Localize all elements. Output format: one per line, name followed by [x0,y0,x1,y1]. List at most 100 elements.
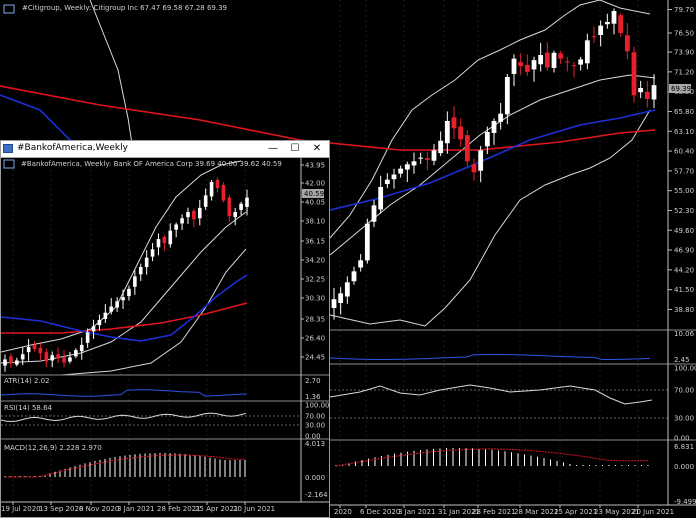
candle-body [438,140,444,154]
candle-body [551,52,557,68]
rsi-title: RSI(14) 58.64 [4,404,53,412]
date-label: 28 Feb 2021 [472,508,516,516]
candle-body [431,150,437,161]
candle-body [245,197,249,207]
candle-body [91,326,96,332]
candle-body [544,52,550,68]
candle-body [3,359,7,366]
candle-body [331,299,337,308]
bankofamerica-window[interactable]: #BankofAmerica,Weekly — ☐ ✕ 43.95 42.00 40… [0,140,330,518]
price-label: 30.30 [305,295,325,303]
candle-body [344,282,350,297]
price-label: 65.80 [674,108,694,116]
candle-body [32,344,37,350]
candle-body [150,249,155,257]
window-titlebar[interactable]: #BankofAmerica,Weekly — ☐ ✕ [1,141,329,158]
candle-body [15,360,19,365]
candle-body [338,293,344,303]
candle-body [531,60,537,70]
candle-body [418,157,424,159]
candle-body [174,224,178,230]
date-label: 2020 [334,508,352,516]
candle-body [464,135,470,162]
macd-label: 6.831 [674,443,694,451]
atr-title: ATR(14) 2.02 [4,377,50,385]
price-label: 42.00 [305,180,325,188]
band-lower [1,248,247,376]
atr-line [329,354,651,360]
candle-body [68,357,72,362]
atr-label: 2.45 [674,356,690,364]
candle-body [85,332,90,343]
candle-body [127,288,131,297]
candle-body [203,195,208,207]
rsi-label: 100.00 [305,402,329,410]
candle-body [478,150,484,171]
price-label: 28.35 [305,316,325,324]
macd-signal-line [5,454,245,478]
candle-body [227,197,232,217]
date-label: 3 Jan 2021 [398,508,436,516]
price-label: 76.50 [674,30,694,38]
price-label: 55.00 [674,187,694,195]
price-label: 60.40 [674,148,694,156]
rsi-label: 30.00 [674,415,694,423]
candle-body [458,126,464,140]
candle-body [584,40,590,64]
price-label: 79.70 [674,6,694,14]
macd-title: MACD(12,26,9) 2.228 2.970 [4,444,102,452]
candle-body [411,161,417,166]
rsi-line [329,384,653,405]
candle-body [484,132,490,147]
date-label: 20 Jun 2021 [632,508,674,516]
candle-body [371,205,377,222]
price-tag: 69.39 [671,85,691,93]
price-label: 44.20 [674,266,694,274]
candle-body [524,65,530,72]
macd-label: -2.164 [305,491,328,499]
price-label: 52.30 [674,207,694,215]
price-label: 36.15 [305,238,325,246]
rsi-label: 100.00 [674,365,696,373]
candle-body [471,164,477,173]
candle-body [138,267,143,275]
candle-body [451,117,457,129]
macd-label: -9.499 [674,498,696,506]
price-label: 57.70 [674,167,694,175]
candle-body [638,88,644,93]
price-tag-bg [302,189,324,198]
candle-body [239,203,243,210]
date-label: 8 Nov 2020 [79,505,119,513]
atr-label: 10.06 [674,330,695,338]
price-label: 73.90 [674,49,694,57]
candle-body [511,58,517,74]
minimize-button[interactable]: — [268,143,278,154]
candle-body [192,210,196,220]
candle-body [38,348,43,354]
atr-line [1,389,248,397]
chart-icon [3,159,15,169]
candle-body [197,207,202,219]
candle-body [74,350,78,357]
candle-body [491,121,497,133]
bankofamerica-chart[interactable]: 43.95 42.00 40.05 38.10 36.15 34.20 32.25 30.30… [1,157,329,517]
bankofamerica-chart-canvas[interactable]: 43.95 42.00 40.05 38.10 36.15 34.20 32.25 30.30… [1,157,329,517]
candle-body [156,239,161,248]
band-upper [1,160,242,353]
candle-body [384,179,390,185]
candle-body [103,312,108,319]
close-button[interactable]: ✕ [312,143,322,154]
date-label: 25 Apr 2021 [554,508,597,516]
candle-body [133,276,137,287]
ma-slow-line [1,302,248,334]
rsi-label: 30.00 [305,422,325,430]
candle-body [631,52,637,96]
candle-body [209,181,214,197]
candle-body [571,65,577,67]
date-label: 28 Feb 2021 [157,505,201,513]
date-label: 23 May 2021 [594,508,640,516]
candle-body [444,121,450,144]
maximize-button[interactable]: ☐ [290,143,300,154]
